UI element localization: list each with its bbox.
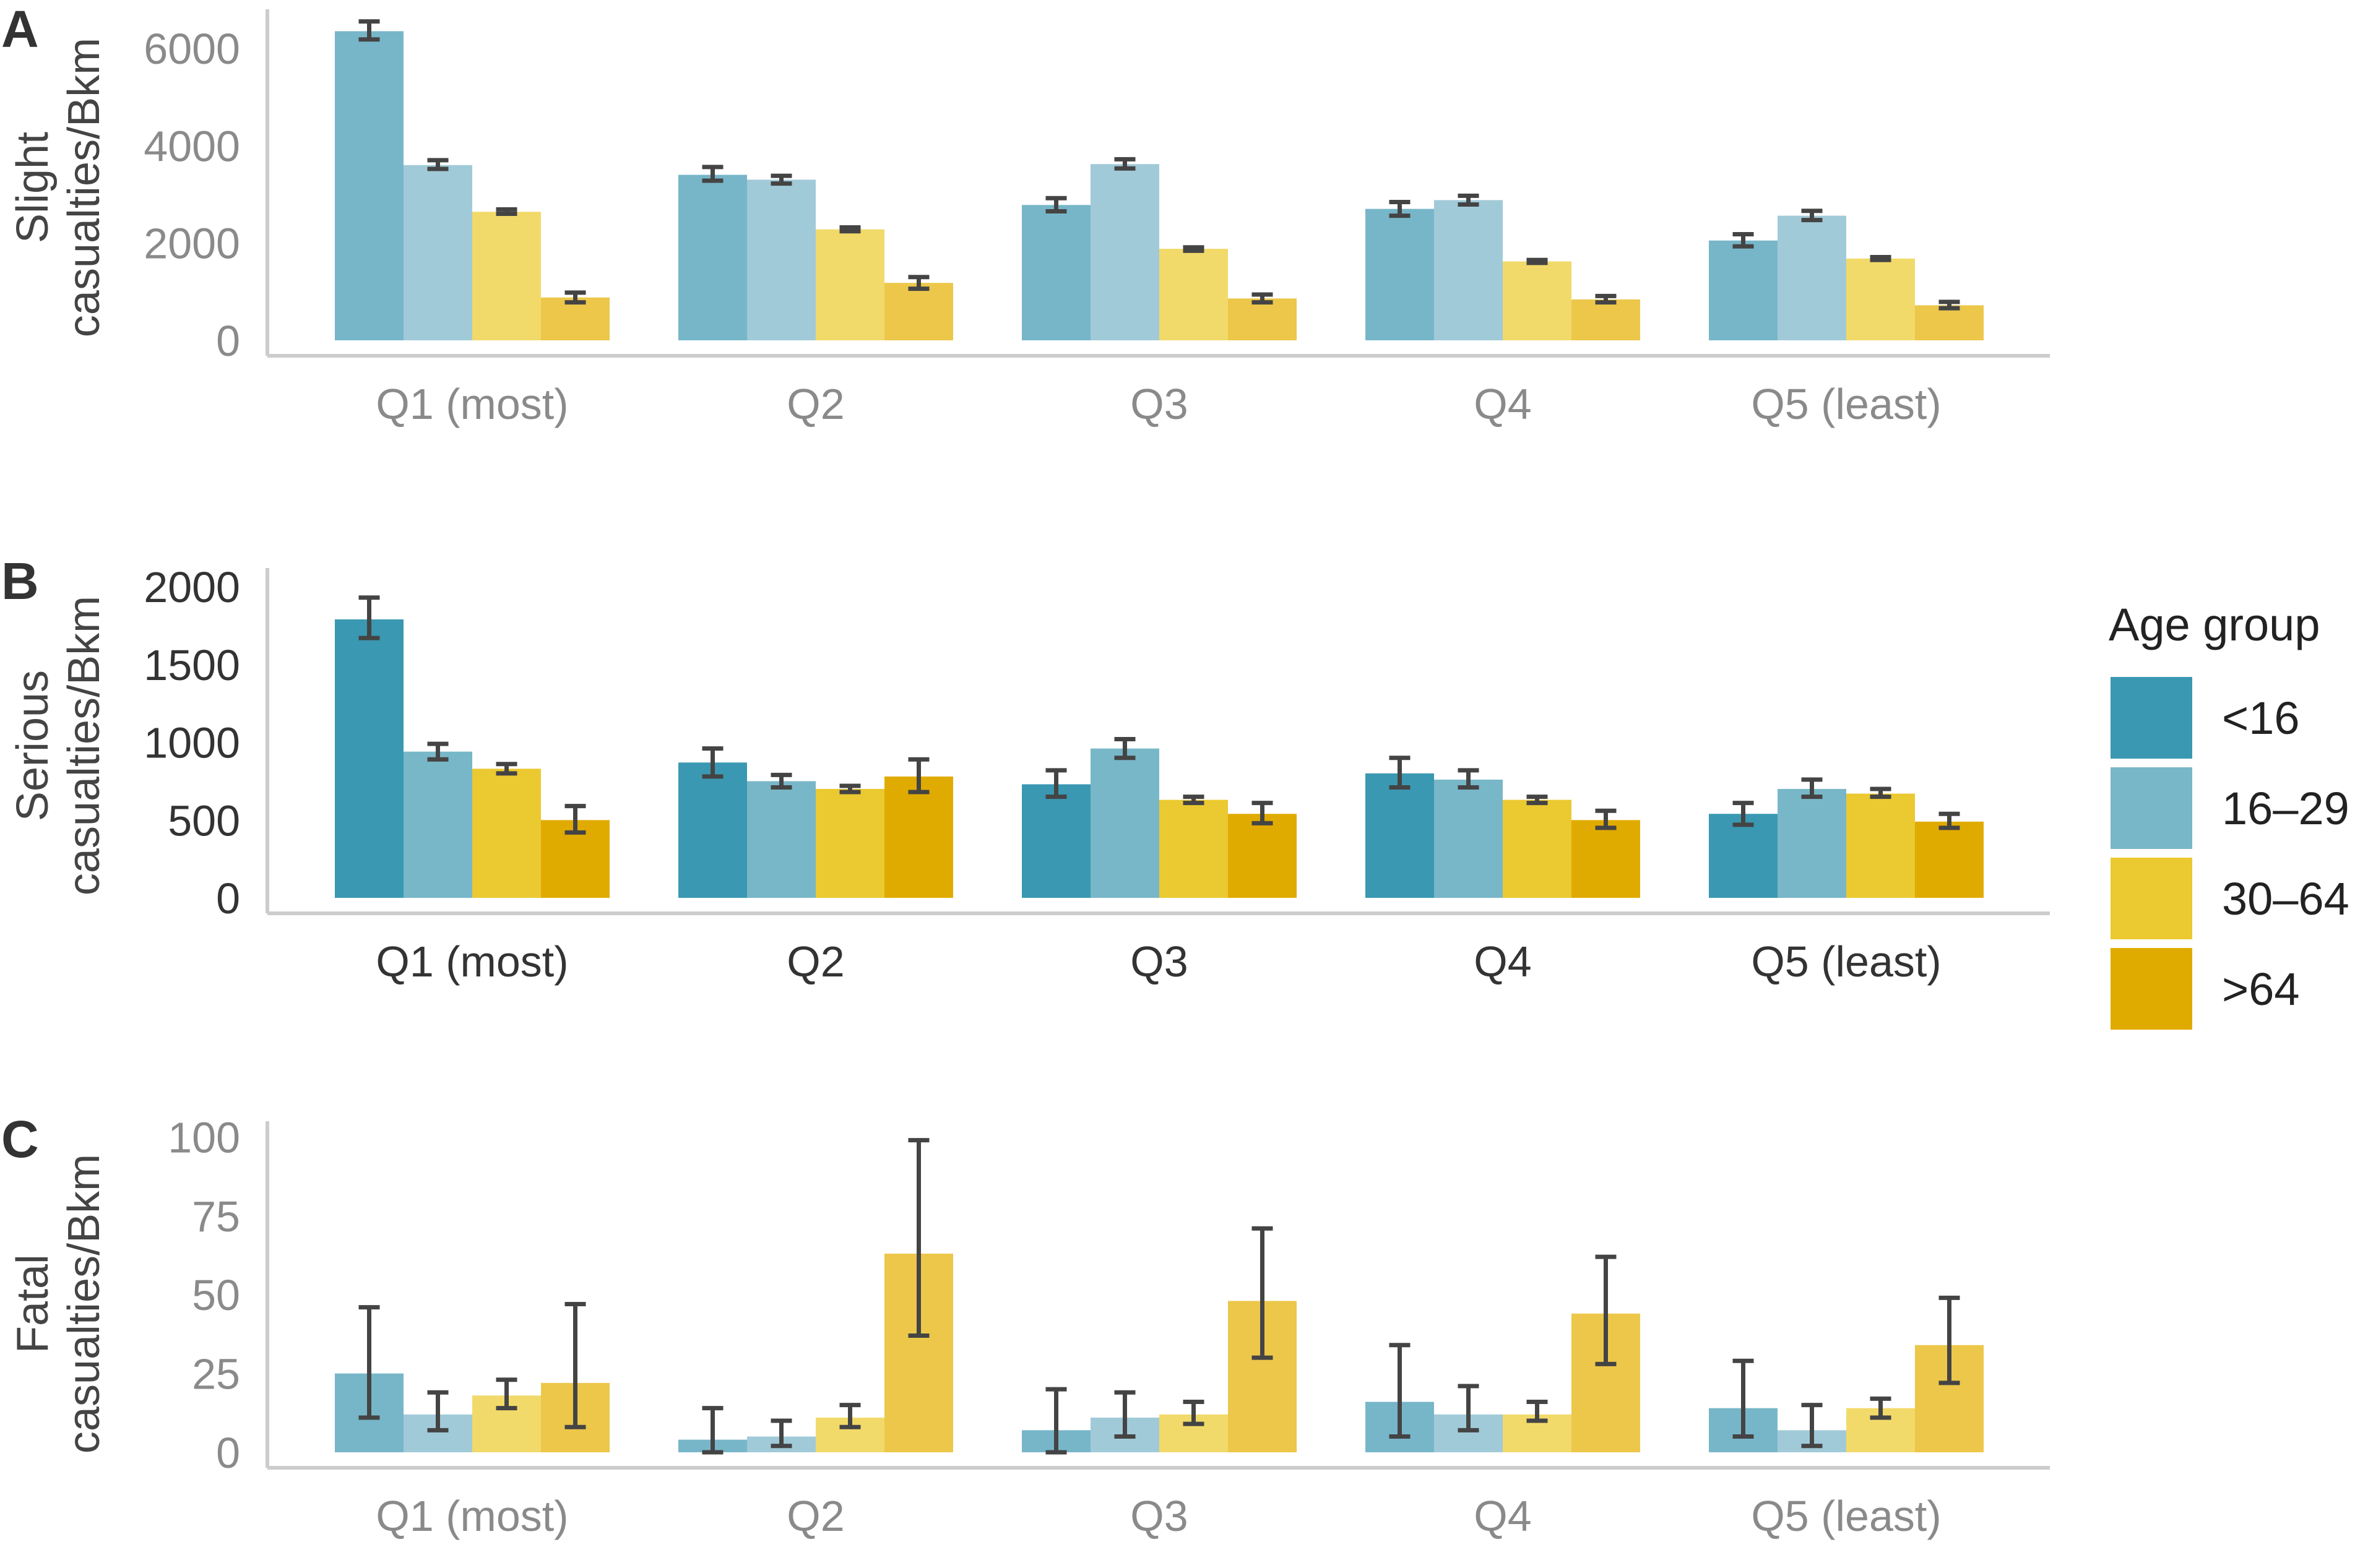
x-tick-label: Q4	[1474, 1492, 1531, 1540]
bar	[1091, 748, 1159, 898]
bar	[472, 212, 541, 340]
bar	[404, 751, 472, 898]
y-axis-label-line-1: Fatal	[8, 1254, 58, 1353]
bar	[1846, 258, 1915, 340]
y-tick-label: 75	[192, 1192, 240, 1241]
legend-swatch	[2111, 948, 2192, 1030]
bar	[1503, 799, 1571, 898]
plot-area: 0 25 50 75 100 Q1 (most) Q2 Q3 Q4 Q5 (least)	[168, 1113, 2050, 1540]
y-tick-label: 50	[192, 1271, 240, 1319]
legend-label: 16–29	[2222, 783, 2349, 834]
x-tick-label: Q4	[1474, 937, 1531, 986]
x-tick-label: Q1 (most)	[376, 937, 568, 986]
bar	[747, 781, 816, 898]
bar	[541, 297, 610, 340]
plot-area: 0 2000 4000 6000 Q1 (most) Q2 Q3 Q4 Q5 (least)	[144, 9, 2050, 428]
x-tick-label: Q2	[787, 937, 844, 986]
legend-label: 30–64	[2222, 873, 2349, 924]
bar	[1434, 200, 1503, 340]
bar	[1091, 164, 1159, 340]
bar	[1503, 261, 1571, 340]
y-tick-label: 0	[216, 874, 240, 923]
bar	[335, 31, 404, 340]
panel-b-serious: B Serious casualties/Bkm 0 500 1000 1500 200…	[1, 552, 2050, 986]
y-tick-label: 2000	[144, 563, 240, 611]
y-tick-label: 25	[192, 1350, 240, 1398]
x-tick-label: Q4	[1474, 380, 1531, 428]
bar	[1228, 814, 1297, 898]
bar	[1365, 773, 1434, 898]
y-tick-label: 2000	[144, 220, 240, 268]
bar	[678, 762, 747, 898]
panel-label: A	[1, 0, 39, 58]
y-tick-label: 4000	[144, 122, 240, 170]
bar	[1159, 249, 1228, 340]
legend-swatch	[2111, 767, 2192, 849]
bar	[747, 179, 816, 340]
x-tick-label: Q1 (most)	[376, 380, 568, 428]
legend-swatch	[2111, 677, 2192, 759]
bar	[472, 769, 541, 898]
panel-c-fatal: C Fatal casualties/Bkm 0 25 50 75 100 Q1 (mos…	[1, 1110, 2050, 1540]
y-axis-label-line-2: casualties/Bkm	[59, 1154, 109, 1454]
x-tick-label: Q5 (least)	[1751, 937, 1941, 986]
y-tick-label: 1000	[144, 719, 240, 767]
bar	[884, 776, 953, 898]
y-tick-label: 0	[216, 1429, 240, 1477]
legend-items: <16 16–29 30–64 >64	[2111, 677, 2349, 1030]
bar	[816, 789, 884, 898]
bar	[1228, 298, 1297, 340]
y-tick-label: 100	[168, 1113, 240, 1161]
legend-label: <16	[2222, 692, 2300, 744]
y-axis-label-line-1: Serious	[8, 670, 58, 821]
y-tick-label: 0	[216, 317, 240, 365]
x-tick-label: Q2	[787, 380, 844, 428]
x-tick-label: Q5 (least)	[1751, 1492, 1941, 1540]
y-tick-label: 1500	[144, 641, 240, 689]
y-axis-label-line-2: casualties/Bkm	[59, 38, 109, 337]
bar	[1778, 789, 1846, 898]
legend: Age group <16 16–29 30–64 >64	[2109, 599, 2349, 1030]
bar	[1022, 784, 1091, 898]
x-tick-label: Q5 (least)	[1751, 380, 1941, 428]
x-tick-label: Q3	[1130, 380, 1188, 428]
bar	[1365, 209, 1434, 340]
bar	[678, 174, 747, 340]
bar	[1778, 215, 1846, 340]
y-tick-label: 500	[168, 796, 240, 845]
bar	[1159, 799, 1228, 898]
panel-label: B	[1, 552, 39, 610]
legend-label: >64	[2222, 963, 2300, 1015]
y-tick-label: 6000	[144, 25, 240, 73]
bar	[335, 619, 404, 898]
y-axis-label-line-1: Slight	[8, 132, 58, 243]
x-tick-label: Q3	[1130, 937, 1188, 986]
bar	[1571, 820, 1640, 898]
plot-area: 0 500 1000 1500 2000 Q1 (most) Q2 Q3 Q4 Q5 (least…	[144, 563, 2050, 986]
bar	[884, 283, 953, 340]
bar	[816, 229, 884, 340]
bar	[1709, 814, 1778, 898]
bar	[1915, 305, 1984, 340]
y-axis-label-line-2: casualties/Bkm	[59, 596, 109, 895]
legend-swatch	[2111, 858, 2192, 939]
bar	[1846, 793, 1915, 898]
bar	[1434, 779, 1503, 898]
panel-a-slight: A Slight casualties/Bkm 0 2000 4000 6000 Q1 …	[1, 0, 2050, 428]
bar	[404, 165, 472, 340]
x-tick-label: Q3	[1130, 1492, 1188, 1540]
bar	[1571, 299, 1640, 340]
panel-label: C	[1, 1110, 39, 1168]
bar	[1915, 821, 1984, 898]
legend-title: Age group	[2109, 599, 2320, 650]
bar	[1022, 205, 1091, 340]
x-tick-label: Q1 (most)	[376, 1492, 568, 1540]
bar	[1709, 240, 1778, 340]
x-tick-label: Q2	[787, 1492, 844, 1540]
